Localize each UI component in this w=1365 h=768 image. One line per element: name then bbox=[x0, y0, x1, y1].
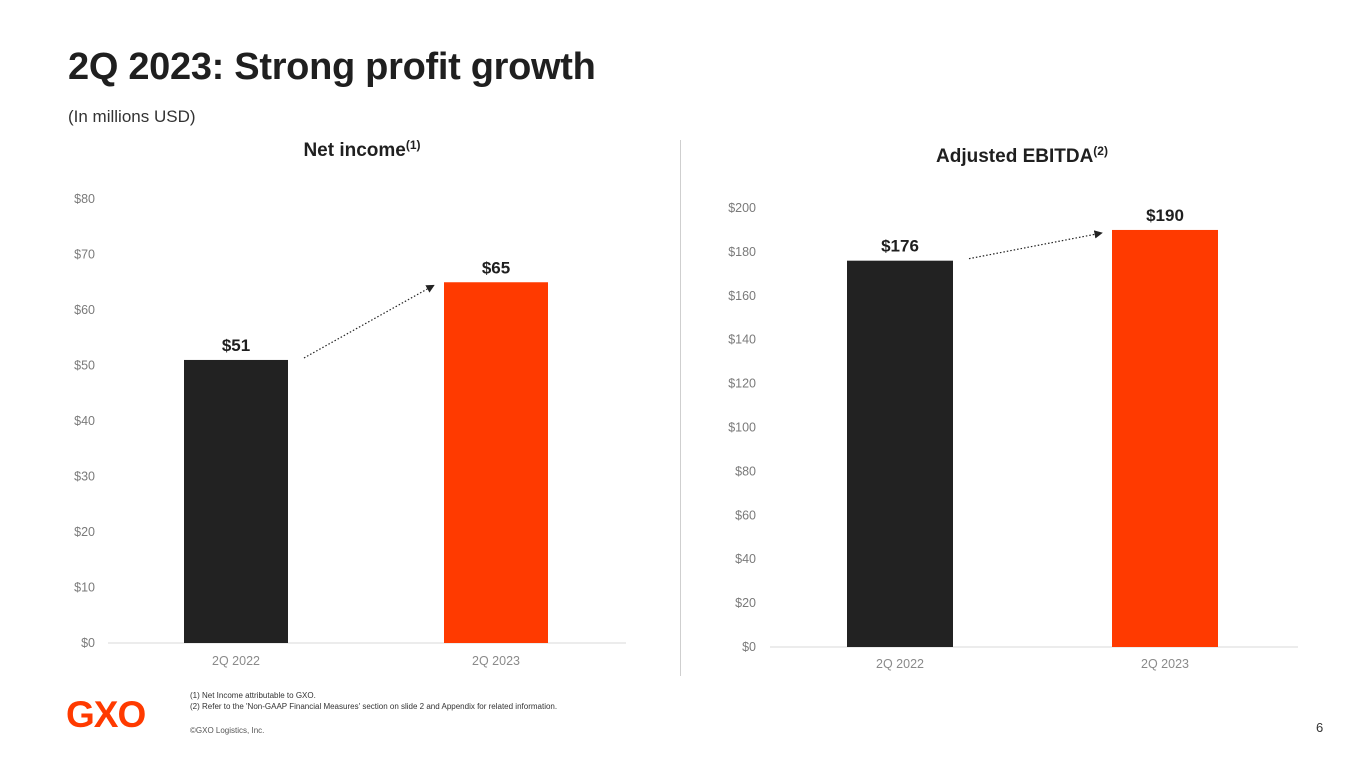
chart-title: Adjusted EBITDA(2) bbox=[936, 144, 1108, 167]
slide-subtitle: (In millions USD) bbox=[68, 107, 196, 126]
y-tick-label: $60 bbox=[74, 303, 95, 317]
y-tick-label: $20 bbox=[74, 525, 95, 539]
bar-2q-2022 bbox=[184, 359, 288, 643]
y-tick-label: $200 bbox=[728, 201, 756, 215]
data-label: $176 bbox=[881, 237, 919, 256]
data-label: $51 bbox=[222, 336, 250, 355]
y-tick-label: $0 bbox=[81, 636, 95, 650]
footnote-1: (1) Net Income attributable to GXO. bbox=[190, 691, 316, 700]
page-number: 6 bbox=[1316, 720, 1324, 735]
y-tick-label: $40 bbox=[735, 552, 756, 566]
footnotes: (1) Net Income attributable to GXO. (2) … bbox=[190, 690, 557, 712]
growth-arrow bbox=[303, 284, 435, 359]
bar-2q-2023 bbox=[444, 282, 548, 643]
adjusted-ebitda-chart: Adjusted EBITDA(2) $0 $20 $40 $60 $80 $100 $120… bbox=[728, 144, 1298, 671]
copyright: ©GXO Logistics, Inc. bbox=[190, 726, 265, 735]
data-label: $190 bbox=[1146, 206, 1184, 225]
x-category-label: 2Q 2023 bbox=[472, 654, 520, 668]
slide-title: 2Q 2023: Strong profit growth bbox=[68, 46, 596, 88]
y-tick-label: $140 bbox=[728, 333, 756, 347]
y-tick-label: $10 bbox=[74, 581, 95, 595]
x-category-label: 2Q 2022 bbox=[876, 657, 924, 671]
footnote-2: (2) Refer to the 'Non-GAAP Financial Mea… bbox=[190, 702, 558, 711]
chart-divider bbox=[680, 140, 681, 676]
data-label: $65 bbox=[482, 258, 510, 277]
chart-title: Net income(1) bbox=[303, 138, 420, 161]
growth-arrow bbox=[968, 230, 1103, 260]
y-tick-label: $70 bbox=[74, 248, 95, 262]
y-tick-label: $160 bbox=[728, 289, 756, 303]
y-tick-label: $20 bbox=[735, 596, 756, 610]
y-tick-label: $60 bbox=[735, 508, 756, 522]
y-tick-label: $80 bbox=[74, 192, 95, 206]
y-tick-label: $100 bbox=[728, 421, 756, 435]
y-tick-label: $50 bbox=[74, 359, 95, 373]
y-tick-label: $180 bbox=[728, 245, 756, 259]
gxo-logo: GXO bbox=[66, 694, 146, 735]
y-tick-label: $80 bbox=[735, 464, 756, 478]
y-tick-label: $120 bbox=[728, 377, 756, 391]
net-income-chart: Net income(1) $0 $10 $20 $30 $40 $50 $60 $70 $80 $… bbox=[74, 138, 626, 668]
bar-2q-2023 bbox=[1112, 229, 1218, 647]
x-category-label: 2Q 2023 bbox=[1141, 657, 1189, 671]
x-category-label: 2Q 2022 bbox=[212, 654, 260, 668]
y-tick-label: $0 bbox=[742, 640, 756, 654]
y-tick-label: $30 bbox=[74, 470, 95, 484]
y-tick-label: $40 bbox=[74, 414, 95, 428]
bar-2q-2022 bbox=[847, 260, 953, 647]
